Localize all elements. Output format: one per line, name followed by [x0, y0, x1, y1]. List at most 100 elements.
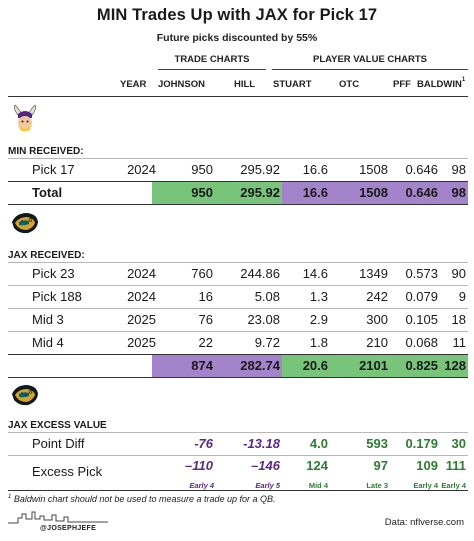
- table-row: Pick 23 2024 760 244.86 14.6 1349 0.573 …: [8, 263, 468, 285]
- stuart-cell: 1.3: [309, 289, 328, 304]
- player-total-highlight: [282, 355, 468, 377]
- hill-cell: 5.08: [254, 289, 280, 304]
- stuart-cell: 16.6: [302, 162, 328, 177]
- row-divider: [8, 181, 468, 183]
- pff-cell: 0.646: [405, 162, 438, 177]
- year-cell: 2025: [127, 335, 156, 350]
- baldwin-cell: 11: [452, 335, 467, 350]
- year-cell: 2024: [127, 289, 156, 304]
- footnote-text: Baldwin chart should not be used to meas…: [13, 494, 276, 504]
- min-total-row: Total 950 295.92 16.6 1508 0.646 98: [8, 182, 468, 204]
- baldwin-total: 128: [444, 358, 466, 373]
- header-divider: [8, 96, 468, 98]
- pff-total: 0.825: [405, 358, 438, 373]
- johnson-pick-tag: Early 4: [189, 481, 214, 490]
- hill-cell: 9.72: [254, 335, 280, 350]
- jax-received-label: JAX RECEIVED:: [8, 250, 85, 261]
- pff-cell: 0.068: [405, 335, 438, 350]
- pff-column-header: PFF: [393, 79, 411, 90]
- baldwin-footnote-mark: 1: [461, 77, 466, 83]
- pff-cell: 0.105: [405, 312, 438, 327]
- player-total-highlight: [282, 182, 468, 204]
- hill-cell: 244.86: [240, 266, 280, 281]
- baldwin-cell: 18: [451, 312, 466, 327]
- baldwin-cell: 111: [445, 458, 466, 473]
- pff-cell: 109: [416, 458, 438, 473]
- data-source: Data: nflverse.com: [384, 517, 464, 528]
- stuart-cell: 124: [306, 458, 328, 473]
- page-title: MIN Trades Up with JAX for Pick 17: [96, 6, 378, 24]
- year-cell: 2024: [127, 266, 156, 281]
- stuart-cell: 1.8: [309, 335, 328, 350]
- row-divider: [8, 455, 468, 456]
- baldwin-total: 98: [451, 185, 466, 200]
- excess-pick-row: Excess Pick –110 –146 124 97 109 111 Ear…: [8, 456, 468, 490]
- johnson-total: 950: [191, 185, 213, 200]
- row-divider: [8, 285, 468, 286]
- otc-pick-tag: Late 3: [366, 481, 388, 490]
- author-handle: @JOSEPHJEFE: [40, 525, 97, 532]
- total-label: Total: [32, 185, 63, 200]
- jaguars-logo-icon: [12, 385, 38, 406]
- otc-total: 2101: [359, 358, 388, 373]
- otc-cell: 97: [373, 458, 388, 473]
- row-divider: [8, 308, 468, 309]
- pick-cell: Pick 23: [32, 266, 75, 281]
- row-divider: [8, 432, 468, 433]
- hill-cell: –146: [251, 458, 280, 473]
- trade-total-highlight: [152, 355, 282, 377]
- otc-cell: 210: [366, 335, 388, 350]
- row-divider: [8, 490, 468, 492]
- baldwin-cell: 30: [451, 436, 466, 451]
- hill-column-header: HILL: [234, 79, 256, 90]
- hill-cell: 23.08: [247, 312, 280, 327]
- pick-cell: Pick 17: [32, 162, 75, 177]
- otc-cell: 1508: [359, 162, 388, 177]
- pick-cell: Mid 3: [32, 312, 64, 327]
- stuart-cell: 14.6: [302, 266, 328, 281]
- trade-total-highlight: [152, 182, 282, 204]
- pff-cell: 0.079: [405, 289, 438, 304]
- pick-cell: Pick 188: [32, 289, 82, 304]
- pff-total: 0.646: [405, 185, 438, 200]
- year-cell: 2024: [127, 162, 156, 177]
- johnson-column-header: JOHNSON: [158, 79, 205, 90]
- min-received-label: MIN RECEIVED:: [8, 146, 84, 157]
- stuart-cell: 4.0: [309, 436, 328, 451]
- johnson-cell: –110: [185, 458, 213, 473]
- jax-total-row: 874 282.74 20.6 2101 0.825 128: [8, 355, 468, 377]
- pff-pick-tag: Early 4: [413, 481, 438, 490]
- jaguars-logo-icon: [12, 213, 38, 234]
- pick-cell: Mid 4: [32, 335, 64, 350]
- trade-charts-group-header: TRADE CHARTS: [158, 54, 266, 70]
- excess-pick-label: Excess Pick: [32, 464, 103, 479]
- row-divider: [8, 331, 468, 332]
- row-divider: [8, 204, 468, 206]
- stuart-total: 16.6: [302, 185, 328, 200]
- table-row: Mid 3 2025 76 23.08 2.9 300 0.105 18: [8, 309, 468, 331]
- player-value-charts-group-header: PLAYER VALUE CHARTS: [272, 54, 468, 70]
- row-divider: [8, 377, 468, 379]
- hill-total: 295.92: [240, 185, 280, 200]
- otc-cell: 593: [366, 436, 388, 451]
- row-divider: [8, 354, 468, 356]
- otc-cell: 242: [366, 289, 388, 304]
- johnson-cell: 76: [198, 312, 213, 327]
- johnson-cell: 16: [198, 289, 213, 304]
- baldwin-column-header: BALDWIN1: [417, 77, 466, 90]
- hill-cell: 295.92: [240, 162, 280, 177]
- stuart-cell: 2.9: [309, 312, 328, 327]
- row-divider: [8, 262, 468, 263]
- pff-cell: 0.179: [405, 436, 438, 451]
- stuart-pick-tag: Mid 4: [308, 481, 328, 490]
- table-row: Pick 17 2024 950 295.92 16.6 1508 0.646 …: [8, 159, 468, 181]
- otc-total: 1508: [359, 185, 388, 200]
- hill-pick-tag: Early 5: [255, 481, 280, 490]
- hill-cell: -13.18: [243, 436, 280, 451]
- otc-cell: 1349: [359, 266, 388, 281]
- vikings-logo-icon: [14, 104, 36, 132]
- year-cell: 2025: [127, 312, 156, 327]
- table-row: Pick 188 2024 16 5.08 1.3 242 0.079 9: [8, 286, 468, 308]
- stuart-column-header: STUART: [273, 79, 312, 90]
- skyline-logo-icon: [8, 511, 108, 524]
